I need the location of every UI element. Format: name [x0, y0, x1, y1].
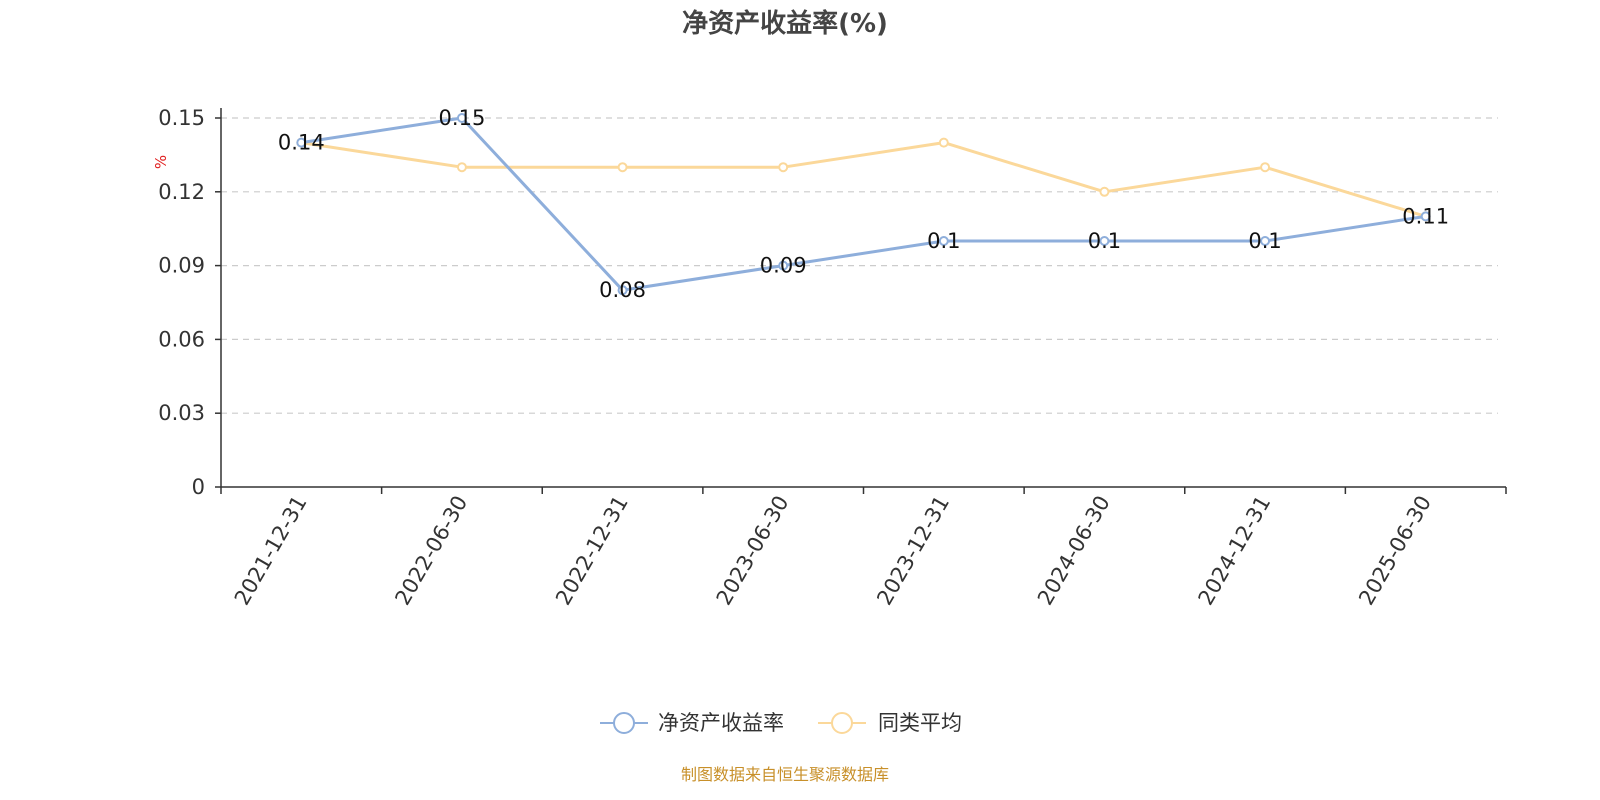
y-tick-label: 0.03: [158, 401, 205, 425]
legend[interactable]: 净资产收益率 同类平均: [600, 711, 962, 735]
legend-roe-label: 净资产收益率: [658, 711, 784, 735]
data-label-roe: 0.1: [1248, 229, 1281, 253]
chart-title: 净资产收益率(%): [682, 8, 888, 39]
axes: 0 0.03 0.06 0.09 0.12 0.15 2021-12-31 2022-06-3…: [158, 106, 1507, 610]
x-tick-label: 2025-06-30: [1354, 492, 1436, 610]
series-roe-point[interactable]: [456, 113, 467, 123]
data-label-roe: 0.11: [1402, 204, 1449, 228]
data-label-roe: 0.1: [927, 229, 960, 253]
y-tick-label: 0.15: [158, 106, 205, 130]
series-peer-average-point[interactable]: [617, 162, 628, 173]
data-source-note: 制图数据来自恒生聚源数据库: [681, 765, 889, 784]
series-roe-point[interactable]: [1260, 236, 1271, 246]
data-label-roe: 0.09: [760, 254, 807, 278]
x-tick-label: 2022-06-30: [390, 492, 472, 610]
series-peer-average-line: [301, 141, 1427, 218]
legend-item-roe[interactable]: 净资产收益率: [600, 711, 784, 735]
x-tick-label: 2024-06-30: [1033, 492, 1115, 610]
data-label-roe: 0.15: [439, 106, 486, 130]
series-peer-average-point[interactable]: [456, 162, 467, 173]
series-peer-average-point[interactable]: [938, 137, 949, 148]
series-group: [296, 113, 1431, 296]
series-roe-line: [301, 116, 1426, 292]
y-axis-unit: %: [152, 155, 170, 169]
x-tick-label: 2023-12-31: [872, 492, 954, 610]
y-tick-label: 0.06: [158, 327, 205, 351]
x-tick-label: 2023-06-30: [712, 492, 794, 610]
y-tick-label: 0.12: [158, 180, 205, 204]
series-roe-point[interactable]: [938, 236, 949, 246]
y-tick-label: 0: [192, 475, 205, 499]
data-label-roe: 0.08: [599, 278, 646, 302]
legend-peer-circle-icon: [831, 712, 853, 734]
legend-roe-circle-icon: [613, 712, 635, 734]
legend-item-peer-average[interactable]: 同类平均: [818, 711, 962, 735]
y-tick-label: 0.09: [158, 254, 205, 278]
series-roe-point[interactable]: [296, 137, 307, 148]
data-labels: 0.14 0.15 0.08 0.09 0.1 0.1 0.1 0.11: [278, 106, 1449, 302]
series-roe-point[interactable]: [1420, 211, 1431, 222]
series-roe-point[interactable]: [778, 260, 789, 271]
grid-lines: [221, 117, 1498, 414]
data-label-roe: 0.14: [278, 131, 325, 155]
series-peer-average-point[interactable]: [1260, 162, 1271, 173]
x-tick-label: 2021-12-31: [230, 492, 312, 610]
series-roe-point[interactable]: [617, 285, 628, 296]
data-label-roe: 0.1: [1088, 229, 1121, 253]
legend-peer-label: 同类平均: [878, 711, 962, 735]
series-peer-average-point[interactable]: [778, 162, 789, 173]
series-peer-average-point[interactable]: [1099, 186, 1110, 197]
x-tick-label: 2024-12-31: [1194, 492, 1276, 610]
x-tick-label: 2022-12-31: [551, 492, 633, 610]
series-roe-point[interactable]: [1099, 236, 1110, 246]
